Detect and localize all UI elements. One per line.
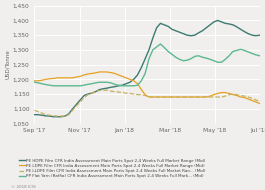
Y-axis label: USD/Tonne: USD/Tonne bbox=[5, 50, 10, 79]
Legend: PE HDPE Film CFR India Assessment Main Ports Spot 2-4 Weeks Full Market Range (M: PE HDPE Film CFR India Assessment Main P… bbox=[19, 159, 206, 178]
Text: © 2018 ICIS: © 2018 ICIS bbox=[11, 185, 35, 189]
